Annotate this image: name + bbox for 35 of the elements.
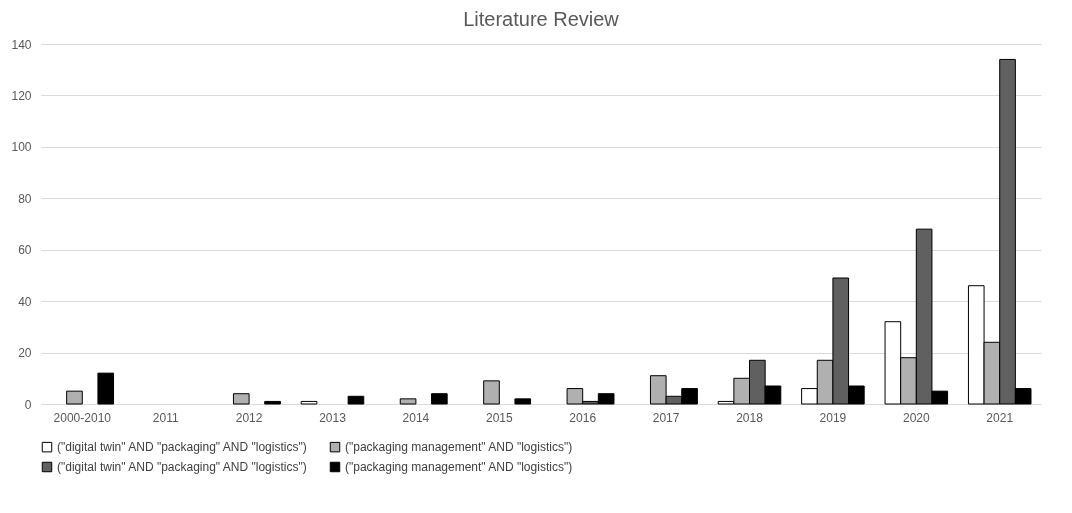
bar [300, 400, 318, 405]
x-tick-label: 2018 [736, 410, 764, 425]
x-tick-label: 2012 [235, 410, 263, 425]
bar [232, 393, 250, 405]
x-tick-label: 2014 [402, 410, 430, 425]
x-tick-label: 2011 [152, 410, 179, 425]
bar [483, 380, 500, 405]
x-tick-label: 2021 [986, 410, 1014, 425]
legend-label: ("packaging management" AND "logistics") [345, 460, 573, 474]
x-tick-label: 2015 [485, 410, 513, 425]
x-tick-label: 2013 [319, 410, 347, 425]
y-tick-label: 80 [18, 191, 32, 206]
legend-label: ("packaging management" AND "logistics") [345, 440, 573, 455]
x-tick-label: 2019 [819, 410, 847, 425]
x-tick-label: 2020 [902, 410, 930, 425]
y-tick-label: 40 [18, 294, 32, 309]
y-tick-label: 60 [18, 243, 32, 258]
legend-label: ("digital twin" AND "packaging" AND "logistics") [57, 440, 307, 455]
y-tick-label: 0 [24, 397, 32, 412]
y-tick-label: 140 [11, 37, 32, 52]
chart-title: Literature Review [463, 8, 620, 30]
x-tick-label: 2017 [652, 410, 680, 425]
bar [431, 393, 448, 405]
x-tick-label: 2016 [569, 410, 597, 425]
bar [97, 372, 115, 405]
bar [264, 400, 281, 405]
legend-label: ("digital twin" AND "packaging" AND "logistics") [57, 460, 307, 474]
bar [514, 398, 532, 405]
y-tick-label: 20 [18, 346, 32, 361]
bar [66, 390, 83, 405]
bar [347, 395, 365, 405]
bar [399, 398, 417, 405]
y-tick-label: 120 [11, 88, 32, 103]
x-tick-label: 2000-2010 [53, 410, 112, 425]
y-tick-label: 100 [11, 140, 32, 155]
